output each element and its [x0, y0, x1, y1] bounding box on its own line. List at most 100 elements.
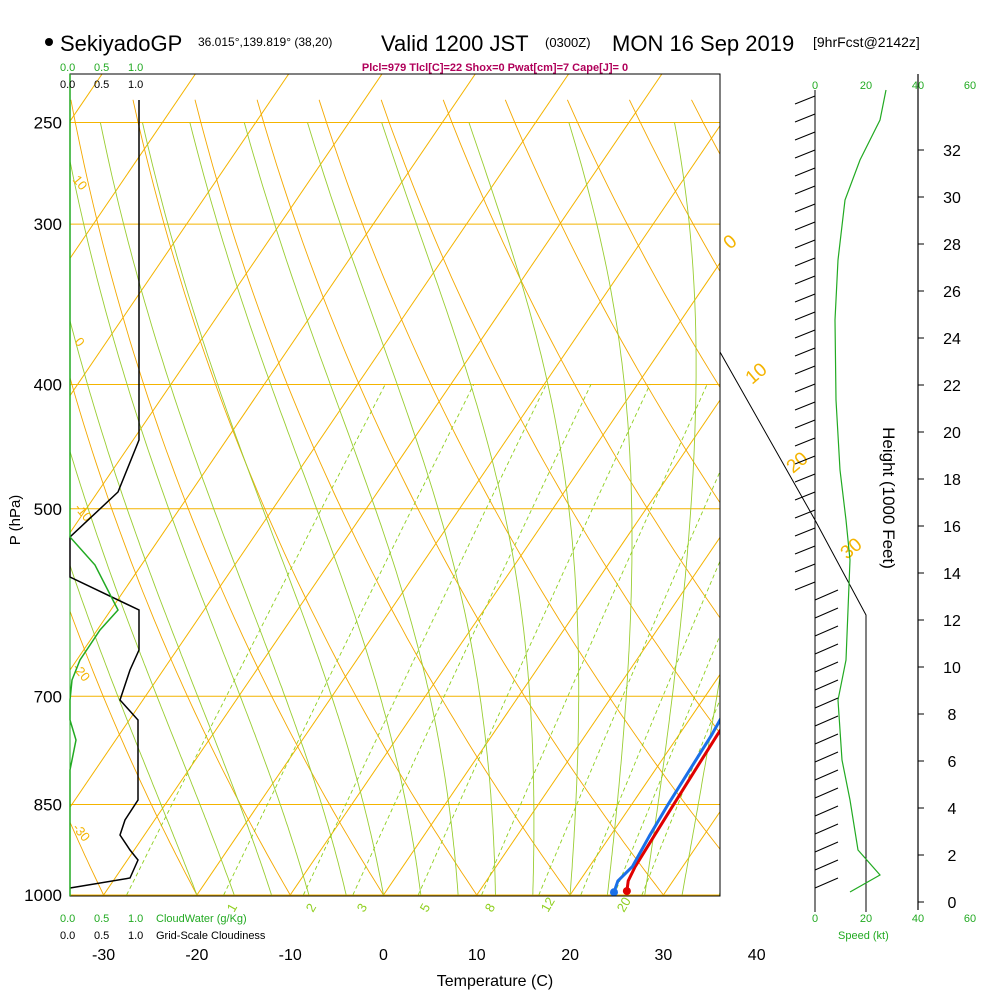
dewpoint-surface-point — [610, 888, 618, 896]
wind-scale-top-3: 60 — [964, 80, 976, 92]
mixing-ratio-line — [224, 384, 474, 895]
wind-barb — [795, 366, 815, 374]
height-tick-label: 22 — [943, 378, 961, 395]
pressure-tick-label: 850 — [34, 795, 62, 814]
wind-barb — [815, 698, 838, 708]
wind-barb — [815, 878, 838, 888]
pressure-tick-label: 400 — [34, 375, 62, 394]
isotherm-line — [849, 74, 1000, 896]
station-dot-icon — [45, 38, 53, 46]
wind-barb — [815, 644, 838, 654]
temperature-tick-label: 20 — [561, 947, 579, 964]
temperature-tick-label: 30 — [655, 947, 673, 964]
temperature-tick-label: -20 — [185, 947, 208, 964]
wind-barb — [795, 420, 815, 428]
cloud-scale-bottom-green-0: 0.0 — [60, 913, 75, 925]
mixing-ratio-line — [642, 384, 851, 895]
cloud-scale-top-green-1: 0.5 — [94, 62, 109, 74]
wind-barb — [815, 788, 838, 798]
wind-barb — [795, 330, 815, 338]
cloudiness-label: Grid-Scale Cloudiness — [156, 930, 266, 942]
wind-barb — [815, 752, 838, 762]
wind-barb — [795, 582, 815, 590]
temperature-tick-label: -30 — [92, 947, 115, 964]
wind-barb — [795, 240, 815, 248]
wind-barb — [795, 402, 815, 410]
wind-barb — [795, 114, 815, 122]
dry-adiabat-line — [71, 100, 401, 922]
utc-time: (0300Z) — [545, 35, 591, 50]
isotherm-label: 30 — [837, 534, 867, 564]
wind-barb — [815, 626, 838, 636]
wind-barb — [795, 150, 815, 158]
cloudiness-profile — [70, 100, 139, 888]
station-name: SekiyadoGP — [60, 31, 182, 56]
dry-adiabat-line — [505, 100, 1000, 922]
dry-adiabat-label: -30 — [70, 820, 94, 844]
mixing-ratio-label: 8 — [482, 901, 499, 915]
pressure-tick-label: 250 — [34, 114, 62, 133]
dry-adiabat-line — [319, 100, 779, 922]
isotherm-line — [0, 74, 195, 896]
mixing-ratio-line — [303, 384, 546, 895]
isotherm-line — [0, 74, 9, 896]
isotherm-line — [0, 74, 102, 896]
wind-barb — [795, 132, 815, 140]
height-tick-label: 12 — [943, 613, 961, 630]
height-tick-label: 24 — [943, 331, 961, 348]
height-tick-label: 30 — [943, 190, 961, 207]
wind-barb — [795, 438, 815, 446]
cloud-scale-top-black-0: 0.0 — [60, 79, 75, 91]
wind-scale-bottom-2: 40 — [912, 913, 924, 925]
cloud-scale-top-black-1: 0.5 — [94, 79, 109, 91]
wind-barb — [795, 546, 815, 554]
isotherm-line — [290, 74, 849, 896]
cloud-scale-bottom-black-0: 0.0 — [60, 930, 75, 942]
cloud-scale-bottom-green-1: 0.5 — [94, 913, 109, 925]
height-tick-label: 10 — [943, 660, 961, 677]
temperature-tick-label: -10 — [279, 947, 302, 964]
wind-barb — [795, 294, 815, 302]
cloud-scale-bottom-black-2: 1.0 — [128, 930, 143, 942]
wind-barb — [815, 716, 838, 726]
isotherm-line — [0, 74, 475, 896]
wind-barb — [795, 204, 815, 212]
mixing-ratio-label: 20 — [614, 894, 634, 914]
wind-barb — [795, 222, 815, 230]
height-axis-title: Height (1000 Feet) — [879, 427, 898, 569]
height-tick-label: 26 — [943, 284, 961, 301]
wind-barb — [815, 824, 838, 834]
dry-adiabat-line — [0, 100, 212, 922]
cloud-scale-bottom-black-1: 0.5 — [94, 930, 109, 942]
wind-barb — [795, 348, 815, 356]
temperature-tick-label: 40 — [748, 947, 766, 964]
mixing-ratio-line — [353, 384, 591, 895]
forecast-info: [9hrFcst@2142z] — [813, 34, 920, 50]
height-tick-label: 18 — [943, 472, 961, 489]
station-location: 36.015°,139.819° (38,20) — [198, 35, 332, 49]
wind-scale-bottom-0: 0 — [812, 913, 818, 925]
temperature-tick-label: 0 — [379, 947, 388, 964]
dry-adiabat-line — [754, 100, 1000, 922]
wind-barb — [815, 770, 838, 780]
dry-adiabat-line — [816, 100, 1000, 922]
dry-adiabat-line — [381, 100, 874, 922]
wind-scale-bottom-1: 20 — [860, 913, 872, 925]
dry-adiabat-line — [692, 100, 1000, 922]
isotherm-line — [756, 74, 1000, 896]
cloudwater-label: CloudWater (g/Kg) — [156, 913, 247, 925]
height-tick-label: 16 — [943, 519, 961, 536]
wind-panel-boundary — [720, 352, 866, 912]
moist-adiabat-line — [719, 123, 858, 895]
wind-barb — [815, 590, 838, 600]
pressure-tick-label: 500 — [34, 500, 62, 519]
mixing-ratio-label: 2 — [303, 901, 320, 915]
isotherm-label: 0 — [720, 231, 742, 254]
wind-barb — [815, 662, 838, 672]
wind-barb — [815, 806, 838, 816]
cloud-scale-top-black-2: 1.0 — [128, 79, 143, 91]
mixing-ratio-label: 3 — [354, 901, 371, 915]
mixing-ratio-line — [127, 384, 386, 895]
